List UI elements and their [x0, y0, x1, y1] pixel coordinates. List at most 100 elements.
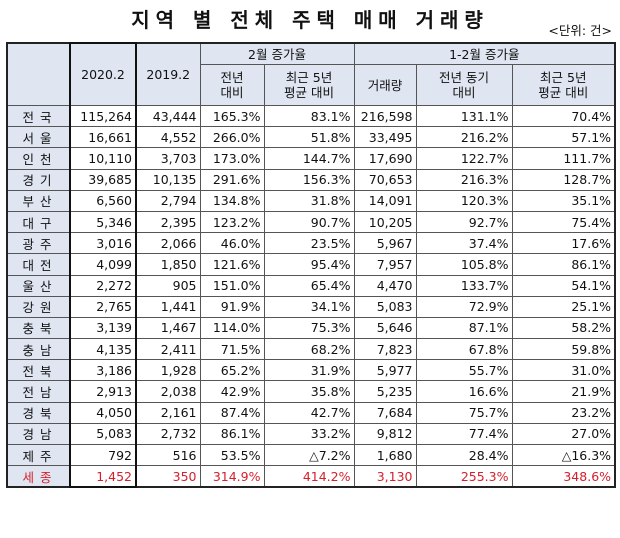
value-2019-cell: 350: [135, 465, 201, 488]
header-group-janfeb: 1-2월 증가율: [353, 42, 616, 65]
volume-cell: 3,130: [353, 465, 417, 488]
janfeb-avg5-cell: 57.1%: [511, 126, 616, 149]
janfeb-avg5-cell: 58.2%: [511, 316, 616, 340]
feb-avg5-cell: 34.1%: [263, 295, 355, 318]
feb-yoy-cell: 87.4%: [199, 401, 265, 424]
volume-cell: 5,235: [353, 380, 417, 403]
table-row: 충북 3,139 1,467 114.0% 75.3% 5,646 87.1% 58.2%: [6, 316, 616, 340]
feb-avg5-cell: 51.8%: [263, 126, 355, 149]
table-body: 전국 115,264 43,444 165.3% 83.1% 216,598 131.1% 7…: [6, 104, 616, 489]
value-2020-cell: 10,110: [69, 147, 137, 170]
volume-cell: 7,823: [353, 338, 417, 361]
value-2019-cell: 3,703: [135, 147, 201, 170]
janfeb-avg5-cell: 25.1%: [511, 295, 616, 318]
table-row: 강원 2,765 1,441 91.9% 34.1% 5,083 72.9% 25.1%: [6, 295, 616, 318]
janfeb-avg5-cell: 54.1%: [511, 274, 616, 297]
value-2020-cell: 792: [69, 443, 137, 467]
table-row: 제주 792 516 53.5% △7.2% 1,680 28.4% △16.3%: [6, 443, 616, 467]
region-cell: 제주: [6, 443, 71, 467]
feb-avg5-cell: 31.8%: [263, 189, 355, 212]
table-row: 전북 3,186 1,928 65.2% 31.9% 5,977 55.7% 31.0%: [6, 359, 616, 382]
region-cell: 충북: [6, 316, 71, 340]
volume-cell: 14,091: [353, 189, 417, 212]
transaction-table: 2020.2 2019.2 2월 증가율 1-2월 증가율 전년 대비 최근 5…: [6, 42, 617, 489]
janfeb-yoy-cell: 133.7%: [415, 274, 513, 297]
feb-yoy-cell: 42.9%: [199, 380, 265, 403]
region-cell: 인천: [6, 147, 71, 170]
janfeb-avg5-cell: 86.1%: [511, 253, 616, 276]
header-group-feb: 2월 증가율: [199, 42, 355, 65]
feb-avg5-cell: 68.2%: [263, 338, 355, 361]
feb-yoy-cell: 165.3%: [199, 104, 265, 128]
header-volume: 거래량: [353, 64, 417, 106]
volume-cell: 1,680: [353, 443, 417, 467]
janfeb-yoy-cell: 28.4%: [415, 443, 513, 467]
value-2019-cell: 2,395: [135, 210, 201, 234]
janfeb-yoy-cell: 216.2%: [415, 126, 513, 149]
value-2020-cell: 5,083: [69, 422, 137, 446]
feb-avg5-cell: 156.3%: [263, 168, 355, 191]
value-2019-cell: 2,066: [135, 232, 201, 255]
feb-avg5-cell: 65.4%: [263, 274, 355, 297]
janfeb-yoy-cell: 105.8%: [415, 253, 513, 276]
value-2020-cell: 16,661: [69, 126, 137, 149]
volume-cell: 216,598: [353, 104, 417, 128]
region-cell: 강원: [6, 295, 71, 318]
volume-cell: 17,690: [353, 147, 417, 170]
value-2019-cell: 516: [135, 443, 201, 467]
feb-yoy-cell: 46.0%: [199, 232, 265, 255]
region-cell: 전북: [6, 359, 71, 382]
feb-yoy-cell: 291.6%: [199, 168, 265, 191]
janfeb-avg5-cell: 35.1%: [511, 189, 616, 212]
janfeb-yoy-cell: 122.7%: [415, 147, 513, 170]
janfeb-avg5-cell: 348.6%: [511, 465, 616, 488]
janfeb-avg5-cell: 31.0%: [511, 359, 616, 382]
value-2019-cell: 2,411: [135, 338, 201, 361]
volume-cell: 5,083: [353, 295, 417, 318]
feb-avg5-cell: 90.7%: [263, 210, 355, 234]
janfeb-yoy-cell: 120.3%: [415, 189, 513, 212]
value-2020-cell: 3,016: [69, 232, 137, 255]
header-jf-yoy: 전년 동기 대비: [415, 64, 513, 106]
value-2019-cell: 1,467: [135, 316, 201, 340]
janfeb-yoy-cell: 75.7%: [415, 401, 513, 424]
volume-cell: 10,205: [353, 210, 417, 234]
region-cell: 서울: [6, 126, 71, 149]
value-2020-cell: 4,050: [69, 401, 137, 424]
header-2020: 2020.2: [69, 42, 137, 106]
janfeb-avg5-cell: 70.4%: [511, 104, 616, 128]
volume-cell: 5,967: [353, 232, 417, 255]
feb-yoy-cell: 173.0%: [199, 147, 265, 170]
janfeb-avg5-cell: 21.9%: [511, 380, 616, 403]
header-jf-yoy-text: 전년 동기 대비: [439, 70, 489, 100]
table-row: 부산 6,560 2,794 134.8% 31.8% 14,091 120.3% 35.1%: [6, 189, 616, 212]
value-2020-cell: 2,913: [69, 380, 137, 403]
janfeb-avg5-cell: △16.3%: [511, 443, 616, 467]
volume-cell: 70,653: [353, 168, 417, 191]
feb-avg5-cell: 31.9%: [263, 359, 355, 382]
value-2020-cell: 115,264: [69, 104, 137, 128]
value-2020-cell: 1,452: [69, 465, 137, 489]
region-cell: 세종: [6, 465, 71, 488]
janfeb-yoy-cell: 92.7%: [415, 210, 513, 234]
janfeb-yoy-cell: 131.1%: [415, 104, 513, 128]
region-cell: 광주: [6, 232, 71, 255]
janfeb-yoy-cell: 87.1%: [415, 316, 513, 340]
region-cell: 전남: [6, 380, 71, 403]
janfeb-yoy-cell: 67.8%: [415, 338, 513, 361]
header-feb-avg5-text: 최근 5년 평균 대비: [284, 70, 334, 100]
feb-avg5-cell: 144.7%: [263, 147, 355, 170]
janfeb-avg5-cell: 23.2%: [511, 401, 616, 424]
table-row: 충남 4,135 2,411 71.5% 68.2% 7,823 67.8% 59.8%: [6, 338, 616, 361]
header-feb-yoy-text: 전년 대비: [220, 70, 244, 100]
volume-cell: 33,495: [353, 126, 417, 149]
value-2020-cell: 2,765: [69, 295, 137, 318]
feb-avg5-cell: 95.4%: [263, 253, 355, 276]
feb-yoy-cell: 134.8%: [199, 189, 265, 212]
table-row: 대구 5,346 2,395 123.2% 90.7% 10,205 92.7% 75.4%: [6, 210, 616, 234]
feb-yoy-cell: 121.6%: [199, 253, 265, 276]
janfeb-yoy-cell: 77.4%: [415, 422, 513, 446]
volume-cell: 5,646: [353, 316, 417, 340]
feb-avg5-cell: 83.1%: [263, 104, 355, 128]
value-2019-cell: 1,928: [135, 359, 201, 382]
